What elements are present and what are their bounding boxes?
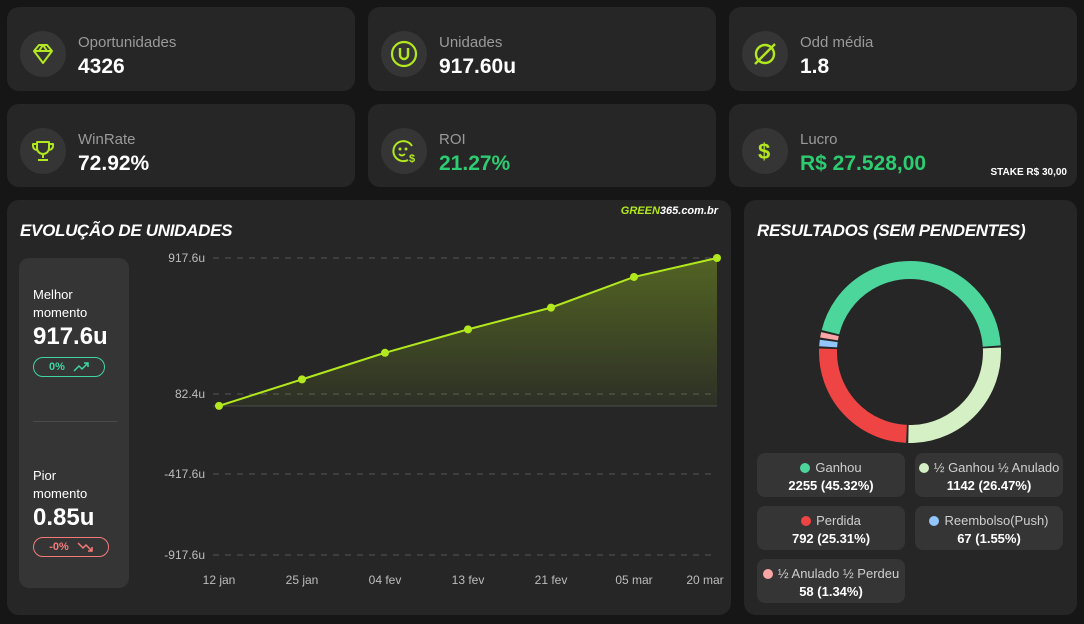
svg-text:$: $ [409,153,415,165]
stat-value: 72.92% [78,152,150,175]
data-point [630,272,638,281]
stat-value: 4326 [78,55,125,78]
dollar-icon: $ [742,128,788,174]
legend-dot [800,462,811,473]
smiley-money-icon: $ [381,128,427,174]
legend-item-lost: Perdida 792 (25.31%) [757,506,905,550]
brand-logo: GREEN365.com.br [621,205,718,217]
divider [33,421,117,422]
stat-card-avg-odd: Odd média 1.8 [729,7,1077,91]
legend-dot [801,515,812,526]
brand-green: GREEN [620,205,660,217]
stat-label: Unidades [439,34,503,51]
evolution-panel: EVOLUÇÃO DE UNIDADES GREEN365.com.br Mel… [7,200,731,615]
stat-label: Odd média [800,34,874,51]
data-point [713,254,721,262]
legend-dot [929,515,940,526]
legend-dot [762,568,773,579]
panel-title: EVOLUÇÃO DE UNIDADES [20,221,233,240]
stat-card-opportunities: Oportunidades 4326 [7,7,355,91]
y-tick-label: 917.6u [168,251,205,265]
worst-moment-value: 0.85u [33,504,95,531]
x-tick-label: 13 fev [452,573,485,587]
stat-value: 917.60u [439,55,517,78]
data-point [381,348,389,357]
donut-slice [819,261,1001,443]
evolution-chart: 917.6u 82.4u -417.6u -917.6u 12 jan 25 jan 04 … [164,251,723,587]
trend-up-icon [73,362,89,372]
legend-name: Reembolso(Push) [944,513,1049,528]
trophy-icon [20,128,66,174]
brand-rest: 365.com.br [659,205,718,217]
stat-card-profit: $ Lucro R$ 27.528,00 STAKE R$ 30,00 [729,104,1077,187]
stat-label: Lucro [800,131,838,148]
stat-label: Oportunidades [78,34,177,51]
trend-down-icon [77,542,93,552]
u-circle-icon [381,31,427,77]
y-tick-label: 82.4u [175,387,205,401]
legend-name: ½ Ganhou ½ Anulado [933,460,1060,475]
data-point [547,303,555,312]
legend-item-half-lost: ½ Anulado ½ Perdeu 58 (1.34%) [757,559,905,603]
stat-value: R$ 27.528,00 [800,152,927,175]
stake-label: STAKE R$ 30,00 [990,167,1067,178]
results-donut-chart [818,261,1001,443]
panel-title: RESULTADOS (SEM PENDENTES) [757,221,1026,240]
y-tick-label: -417.6u [164,467,205,481]
stat-value: 21.27% [439,152,511,175]
legend-name: ½ Anulado ½ Perdeu [777,566,900,581]
legend-item-half-won: ½ Ganhou ½ Anulado 1142 (26.47%) [915,453,1063,497]
best-moment-label: Melhor momento [33,287,88,320]
x-tick-label: 21 fev [535,573,568,587]
legend-value: 1142 (26.47%) [946,478,1032,493]
best-moment-pct: 0% [49,361,65,373]
y-tick-label: -917.6u [164,548,205,562]
empty-set-icon [742,31,788,77]
legend-item-push: Reembolso(Push) 67 (1.55%) [915,506,1063,550]
legend-value: 58 (1.34%) [799,584,863,599]
legend-value: 67 (1.55%) [957,531,1021,546]
stat-card-winrate: WinRate 72.92% [7,104,355,187]
donut-slice [818,261,1001,443]
best-moment-badge: 0% [33,357,105,377]
best-moment-value: 917.6u [33,323,108,350]
stat-label: WinRate [78,131,136,148]
x-tick-label: 04 fev [369,573,402,587]
svg-text:$: $ [758,139,770,164]
x-tick-label: 25 jan [286,573,319,587]
data-point [464,325,472,334]
legend-name: Perdida [816,513,861,528]
x-tick-label: 20 mar [686,573,723,587]
worst-moment-label: Pior momento [33,468,88,501]
stat-value: 1.8 [800,55,830,78]
worst-moment-badge: -0% [33,537,109,557]
stat-card-units: Unidades 917.60u [368,7,716,91]
legend-item-won: Ganhou 2255 (45.32%) [757,453,905,497]
data-point [298,375,306,384]
x-tick-label: 12 jan [203,573,236,587]
legend-name: Ganhou [815,460,862,475]
worst-moment-pct: -0% [49,541,69,553]
results-panel: RESULTADOS (SEM PENDENTES) Ganhou 2255 (… [744,200,1077,615]
legend-dot [918,462,929,473]
donut-slice [819,261,1001,443]
legend-value: 2255 (45.32%) [788,478,874,493]
x-tick-label: 05 mar [615,573,652,587]
moments-sidebar: Melhor momento 917.6u 0% Pior momento 0.… [19,258,129,588]
legend-value: 792 (25.31%) [791,531,871,546]
data-point [215,401,223,410]
stat-label: ROI [439,131,466,148]
diamond-icon [20,31,66,77]
stat-card-roi: $ ROI 21.27% [368,104,716,187]
